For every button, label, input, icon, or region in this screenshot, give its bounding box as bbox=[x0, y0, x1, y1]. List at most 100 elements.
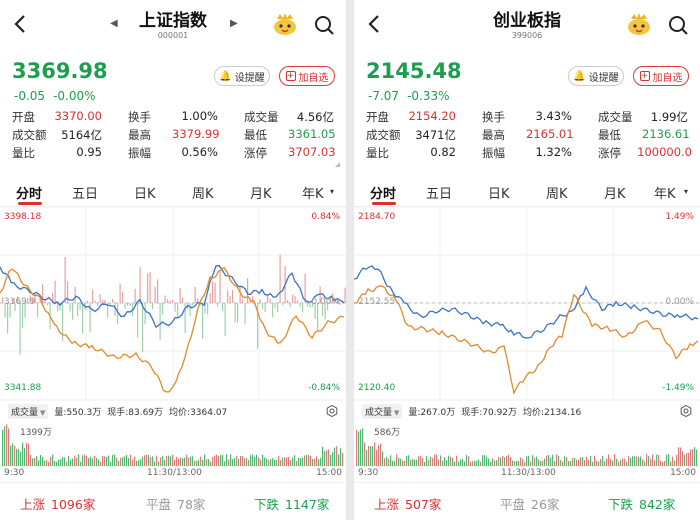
volume-bar bbox=[130, 454, 132, 466]
add-watchlist-button[interactable]: + 加自选 bbox=[279, 66, 335, 86]
volume-bar bbox=[454, 461, 456, 466]
volume-bar bbox=[204, 454, 206, 466]
expand-corner-icon[interactable] bbox=[335, 162, 340, 167]
chart-tabs: 分时 五日 日K 周K 月K 年K ▾ bbox=[0, 176, 346, 206]
tab-monthly-k[interactable]: 月K bbox=[250, 187, 272, 202]
breadth-bar bbox=[242, 299, 244, 303]
volume-bar bbox=[474, 460, 476, 466]
tab-five-day[interactable]: 五日 bbox=[426, 187, 453, 202]
add-watchlist-button[interactable]: + 加自选 bbox=[633, 66, 689, 86]
mascot-crown-icon[interactable] bbox=[625, 11, 653, 37]
volume-bar bbox=[418, 456, 420, 466]
volume-bar bbox=[302, 457, 304, 466]
volume-selector[interactable]: 成交量 ▼ bbox=[362, 403, 403, 419]
breadth-bar bbox=[289, 303, 291, 308]
volume-bar bbox=[150, 457, 152, 466]
volume-bar bbox=[184, 457, 186, 466]
tab-more-chevron-icon[interactable]: ▾ bbox=[684, 187, 689, 196]
mascot-crown-icon[interactable] bbox=[271, 11, 299, 37]
volume-bar bbox=[464, 461, 466, 466]
volume-bar bbox=[294, 455, 296, 466]
tab-more-chevron-icon[interactable]: ▾ bbox=[330, 187, 335, 196]
volume-bar bbox=[680, 447, 682, 466]
breadth-bar bbox=[269, 298, 271, 303]
price-line bbox=[0, 265, 345, 329]
tab-weekly-k[interactable]: 周K bbox=[192, 187, 214, 202]
search-icon[interactable] bbox=[667, 14, 689, 36]
set-alert-button[interactable]: 🔔 设提醒 bbox=[568, 66, 624, 86]
volume-bar bbox=[244, 458, 246, 466]
stat-value: 2136.61 bbox=[642, 127, 690, 141]
volume-bar bbox=[140, 459, 142, 466]
set-alert-button[interactable]: 🔔 设提醒 bbox=[214, 66, 270, 86]
tab-weekly-k[interactable]: 周K bbox=[546, 187, 568, 202]
volume-bar bbox=[538, 459, 540, 466]
volume-info-bar: 成交量 ▼ 量:267.0万 现手:70.92万 均价:2134.16 bbox=[362, 403, 692, 419]
unchanged-value: 26家 bbox=[531, 497, 560, 512]
volume-bar bbox=[40, 454, 42, 466]
breadth-bar bbox=[182, 297, 184, 303]
stat-value: 1.99亿 bbox=[650, 110, 688, 124]
volume-selector[interactable]: 成交量 ▼ bbox=[8, 403, 49, 419]
current-hand: 现手:70.92万 bbox=[461, 407, 518, 418]
breadth-bar bbox=[169, 300, 171, 303]
tab-intraday[interactable]: 分时 bbox=[370, 187, 397, 202]
tab-five-day[interactable]: 五日 bbox=[72, 187, 99, 202]
stat-label: 最高 bbox=[482, 128, 505, 142]
breadth-bar bbox=[2, 297, 4, 303]
panel-chinext: 创业板指 399006 2145.48 -7.07 -0.33% 🔔 设提醒 + 加自… bbox=[354, 0, 700, 520]
tab-yearly-k[interactable]: 年K bbox=[302, 187, 324, 202]
volume-peak-label: 1399万 bbox=[20, 428, 52, 438]
breadth-bar bbox=[112, 299, 114, 303]
change-value: -0.05 bbox=[14, 89, 46, 103]
volume-bar bbox=[218, 456, 220, 466]
volume-bar bbox=[60, 459, 62, 466]
tab-daily-k[interactable]: 日K bbox=[134, 187, 156, 202]
volume-bar bbox=[380, 443, 382, 466]
volume-bar bbox=[96, 458, 98, 466]
active-tab-indicator bbox=[18, 202, 42, 205]
stat-label: 开盘 bbox=[366, 110, 389, 124]
volume-bar bbox=[232, 459, 234, 466]
volume-bar bbox=[576, 459, 578, 466]
volume-bar bbox=[630, 458, 632, 466]
volume-bar bbox=[196, 460, 198, 466]
volume-bar bbox=[186, 454, 188, 466]
settings-gear-icon[interactable] bbox=[680, 405, 692, 417]
volume-bar bbox=[324, 451, 326, 466]
volume-bar bbox=[658, 455, 660, 466]
avg-price: 均价:2134.16 bbox=[523, 407, 582, 418]
tab-monthly-k[interactable]: 月K bbox=[604, 187, 626, 202]
volume-bar bbox=[546, 455, 548, 466]
search-icon[interactable] bbox=[313, 14, 335, 36]
intraday-price-chart[interactable] bbox=[354, 207, 700, 401]
current-price: 3369.98 bbox=[12, 59, 108, 83]
breadth-bar bbox=[44, 299, 46, 303]
current-price: 2145.48 bbox=[366, 59, 462, 83]
breadth-bar bbox=[307, 303, 309, 307]
back-arrow-icon[interactable] bbox=[362, 10, 388, 38]
intraday-price-chart[interactable] bbox=[0, 207, 346, 401]
volume-bar bbox=[374, 442, 376, 466]
volume-bar bbox=[580, 457, 582, 466]
settings-gear-icon[interactable] bbox=[326, 405, 338, 417]
stats-row: 成交额 5164亿 最高 3379.99 最低 3361.05 bbox=[12, 127, 338, 145]
volume-bar bbox=[120, 457, 122, 466]
tab-yearly-k[interactable]: 年K bbox=[654, 187, 676, 202]
volume-bar bbox=[312, 458, 314, 466]
breadth-bar bbox=[197, 298, 199, 303]
next-index-arrow-icon[interactable]: ▶ bbox=[230, 18, 238, 29]
prev-index-arrow-icon[interactable]: ◀ bbox=[110, 18, 118, 29]
tab-daily-k[interactable]: 日K bbox=[488, 187, 510, 202]
breadth-bar bbox=[99, 294, 101, 303]
volume-bar bbox=[442, 460, 444, 466]
tab-intraday[interactable]: 分时 bbox=[16, 187, 43, 202]
volume-bar bbox=[446, 460, 448, 466]
breadth-bar bbox=[217, 303, 219, 307]
volume-bar bbox=[592, 461, 594, 466]
breadth-bar bbox=[204, 303, 206, 314]
breadth-bar bbox=[87, 300, 89, 303]
back-arrow-icon[interactable] bbox=[8, 10, 34, 38]
breadth-bar bbox=[192, 303, 194, 306]
volume-bar bbox=[284, 457, 286, 466]
